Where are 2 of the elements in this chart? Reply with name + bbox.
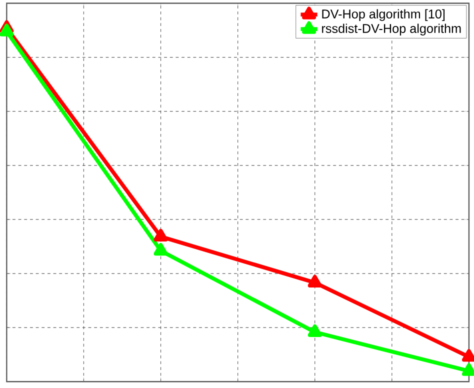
legend-label: DV-Hop algorithm [10] <box>322 9 445 21</box>
legend-label: rssdist-DV-Hop algorithm <box>322 24 461 36</box>
